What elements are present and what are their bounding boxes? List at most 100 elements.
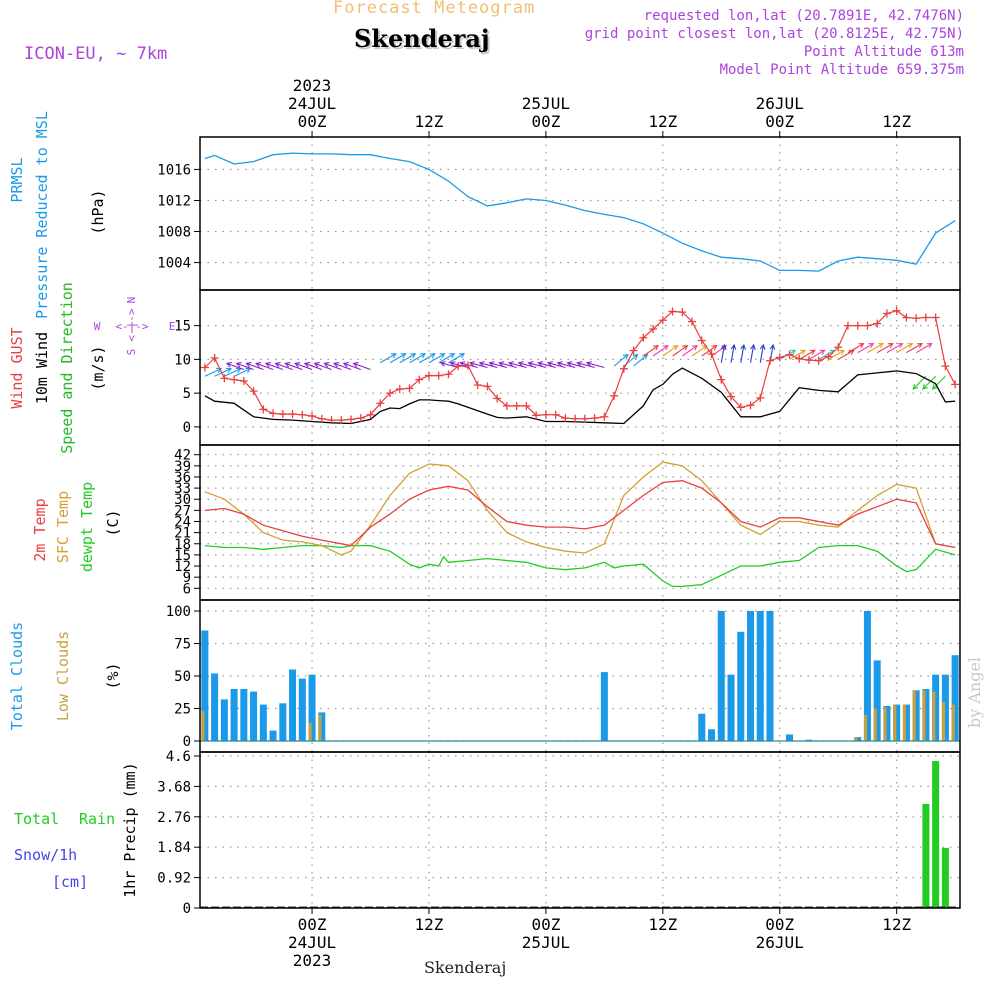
wind-direction-arrow: [652, 345, 669, 357]
wind-direction-arrowhead: [740, 343, 747, 350]
time-label-top: 25JUL: [522, 94, 570, 113]
wind-direction-arrowhead: [255, 362, 262, 368]
wind-direction-arrowhead: [819, 349, 826, 355]
wind-direction-arrow: [314, 362, 332, 371]
wind-gust-marker: [512, 401, 521, 410]
precip-total-label: Total: [14, 810, 59, 828]
wind-direction-arrow: [789, 349, 806, 360]
wind-gust-marker: [278, 410, 287, 419]
total-cloud-bar: [230, 689, 238, 741]
wind-direction-arrowhead: [692, 345, 698, 351]
wind-gust-marker: [327, 416, 336, 425]
temp-2m-line: [204, 480, 956, 549]
compass-east: E: [169, 320, 176, 333]
wind-gust-marker: [580, 414, 589, 423]
wind-direction-arrowhead: [769, 343, 776, 350]
wind-gust-marker: [210, 354, 219, 363]
wind-direction-arrowhead: [459, 361, 466, 367]
wind-gust-marker: [473, 381, 482, 390]
wind-direction-arrow: [204, 368, 222, 377]
total-cloud-bar: [922, 689, 930, 741]
total-cloud-bar: [883, 705, 891, 741]
wind-direction-arrowhead: [264, 362, 271, 368]
total-cloud-bar: [941, 674, 949, 741]
wind-gust-marker: [551, 410, 560, 419]
wind-gust-marker: [785, 350, 794, 359]
wind-direction-arrow: [226, 362, 245, 371]
wind-direction-arrowhead: [878, 343, 885, 349]
time-label-bottom: 25JUL: [522, 933, 570, 952]
wind-direction-arrowhead: [517, 361, 524, 367]
dewpoint-line: [204, 544, 956, 588]
total-cloud-bar: [308, 674, 316, 741]
point-altitude: Point Altitude 613m: [803, 44, 964, 60]
wind-gust-marker: [308, 412, 317, 421]
y-tick-label: 1008: [157, 225, 191, 241]
low-cloud-bar: [863, 715, 868, 741]
wind-direction-arrow: [681, 345, 698, 357]
wind-direction-arrow: [798, 349, 816, 360]
wind-direction-arrow: [499, 362, 517, 369]
grid-point-coords: grid point closest lon,lat (20.8125E, 42…: [584, 26, 964, 42]
wind-gust-marker: [376, 399, 385, 408]
wind-gust-marker: [951, 380, 960, 389]
wind-gust-marker: [688, 317, 697, 326]
wind-direction-arrow: [662, 345, 678, 357]
wind-direction-arrowhead: [800, 349, 807, 355]
wind-gust-marker: [902, 313, 911, 322]
total-cloud-bar: [717, 611, 725, 741]
low-cloud-bar: [912, 690, 916, 741]
wind-gust-marker: [249, 387, 258, 396]
wind-gust-marker: [395, 385, 404, 394]
wind-gust-marker: [892, 306, 901, 315]
total-cloud-bar: [912, 690, 920, 741]
wind-direction-arrow: [912, 375, 927, 390]
wind-direction-arrow: [922, 375, 937, 390]
low-cloud-bar: [932, 691, 936, 741]
wind-direction-arrowhead: [790, 349, 797, 355]
wind-direction-arrowhead: [926, 343, 933, 349]
wind-direction-arrow: [294, 362, 313, 371]
time-label-bottom: 00Z: [298, 915, 327, 934]
wind-direction-arrow: [409, 353, 426, 364]
wind-gust-marker: [347, 415, 356, 424]
wind-gust-marker: [834, 343, 843, 352]
wind-gust-marker: [882, 309, 891, 318]
wind-gust-marker: [434, 371, 443, 380]
y-tick-label: 10: [174, 352, 191, 368]
wind-gust-marker: [317, 414, 326, 423]
wind-gust-marker: [912, 314, 921, 323]
total-cloud-bar: [951, 655, 959, 741]
low-cloud-bar: [298, 739, 302, 741]
wind-direction-arrowhead: [809, 349, 816, 355]
compass-west: W: [94, 320, 101, 333]
wind-gust-marker: [746, 401, 755, 410]
wind-gust-marker: [649, 325, 658, 333]
y-tick-label: 15: [174, 319, 191, 335]
direction-label: Speed and Direction: [58, 282, 76, 454]
wind-direction-arrow: [749, 344, 755, 363]
wind-direction-arrowhead: [245, 362, 252, 368]
wind-direction-arrowhead: [711, 345, 718, 351]
wind-direction-arrowhead: [858, 343, 865, 349]
wind-direction-arrowhead: [352, 362, 359, 368]
wind-gust-marker: [269, 409, 278, 418]
wind-direction-arrow: [828, 349, 845, 360]
low-cloud-bar: [902, 704, 907, 741]
wind-direction-arrowhead: [468, 361, 476, 367]
low-cloud-bar: [873, 708, 877, 741]
wind-direction-arrow: [265, 362, 284, 371]
total-cloud-bar: [785, 734, 793, 741]
time-label-top: 12Z: [882, 112, 911, 131]
panel-frame: [199, 136, 961, 291]
wind-gust-marker: [386, 389, 394, 398]
wind-direction-arrowhead: [390, 353, 397, 359]
precip-snow-unit: [cm]: [52, 873, 88, 891]
wind-direction-arrow: [691, 345, 708, 357]
y-tick-label: 39: [174, 459, 191, 475]
wind-gust-marker: [843, 321, 852, 330]
wind-direction-arrowhead: [672, 345, 679, 351]
wind-gust-marker: [707, 349, 716, 358]
